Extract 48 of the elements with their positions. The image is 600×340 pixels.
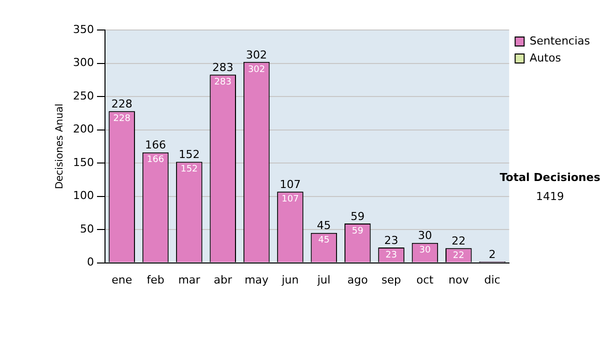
- x-tick-label: abr: [214, 273, 232, 286]
- x-tick-label: oct: [416, 273, 434, 286]
- y-tick-label: 350: [72, 22, 94, 36]
- total-label: 30: [418, 229, 432, 242]
- text: 1419: [536, 190, 564, 203]
- x-tick-label: feb: [146, 273, 164, 286]
- total-label: 166: [145, 138, 166, 152]
- data-label: 30: [419, 246, 431, 256]
- y-axis-title: Decisiones Anual: [54, 104, 66, 190]
- data-label: 59: [352, 226, 364, 236]
- data-label: 228: [113, 114, 131, 124]
- total-label: 22: [452, 234, 466, 248]
- x-tick-label: sep: [382, 273, 402, 286]
- total-label: 228: [111, 98, 132, 111]
- x-tick-label: nov: [448, 273, 470, 286]
- total-label: 283: [212, 60, 234, 74]
- total-label: 59: [350, 210, 365, 223]
- data-label: 302: [248, 64, 266, 75]
- total-label: 2: [488, 248, 496, 261]
- y-tick-label: 150: [72, 156, 94, 169]
- data-label: 23: [386, 250, 397, 260]
- x-tick-label: jul: [316, 273, 330, 286]
- total-label: 23: [384, 234, 398, 247]
- y-tick-label: 100: [72, 189, 94, 202]
- total-label: 302: [246, 48, 268, 62]
- y-tick-label: 250: [72, 89, 94, 102]
- x-tick-label: may: [244, 273, 270, 286]
- legend-label: Sentencias: [530, 34, 590, 48]
- y-tick-label: 0: [86, 256, 94, 269]
- data-label: 45: [318, 236, 330, 246]
- x-tick-label: dic: [484, 273, 500, 286]
- x-tick-label: ene: [112, 273, 132, 286]
- y-tick-label: 300: [72, 56, 94, 70]
- total-label: 45: [316, 219, 331, 232]
- total-label: 107: [280, 178, 301, 191]
- total-label: 152: [178, 148, 200, 162]
- legend-label: Autos: [530, 51, 562, 64]
- data-label: 283: [214, 77, 232, 88]
- data-label: 107: [282, 194, 299, 204]
- data-label: 166: [146, 155, 164, 166]
- data-label: 22: [452, 251, 464, 262]
- data-label: 152: [180, 164, 198, 175]
- x-tick-label: ago: [347, 273, 368, 286]
- annotation: Total Decisiones: [500, 170, 600, 184]
- x-tick-label: mar: [178, 273, 201, 286]
- y-tick-label: 50: [80, 222, 94, 236]
- x-tick-label: jun: [280, 273, 299, 286]
- y-tick-label: 200: [72, 122, 94, 136]
